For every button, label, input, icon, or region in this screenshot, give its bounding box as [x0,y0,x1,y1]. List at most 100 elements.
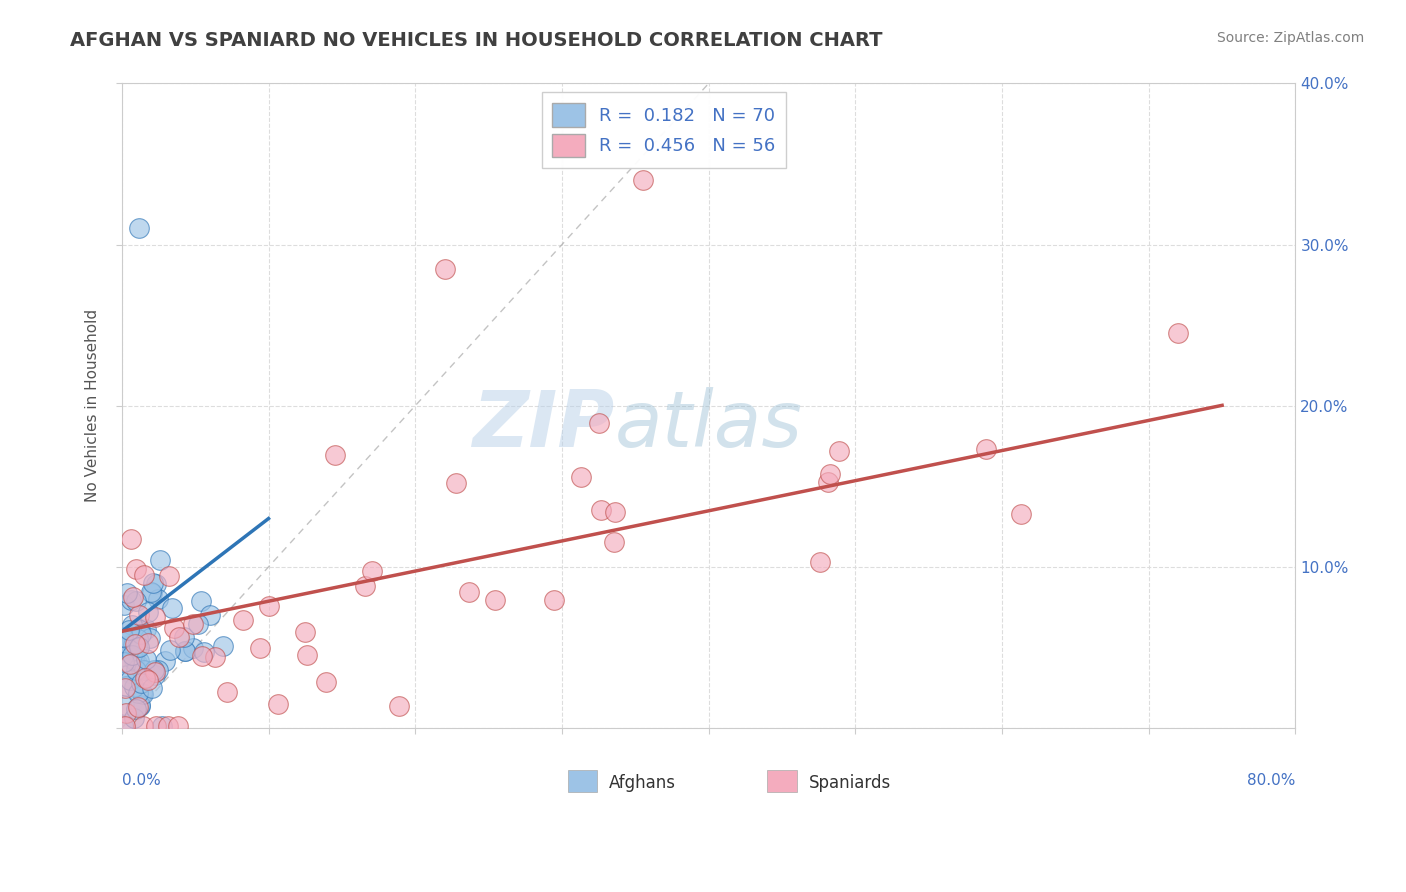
Point [187,616,209,631]
Point [127,699,149,714]
Point [153,654,176,668]
Point [118,638,141,652]
Point [114,679,136,693]
Point [190,594,212,608]
Point [150,719,173,733]
Point [129,698,152,713]
Point [458,584,481,599]
Point [173,630,195,644]
Point [118,623,141,637]
Point [112,631,135,645]
Point [174,643,197,657]
Point [257,599,280,613]
Point [145,577,167,591]
Point [129,698,152,712]
Point [128,221,150,235]
Point [141,681,163,695]
Point [323,448,346,462]
Point [249,640,271,655]
Point [122,711,145,725]
Point [120,593,142,607]
Point [160,601,183,615]
Point [183,617,205,632]
Point [294,624,316,639]
Point [127,686,149,700]
Point [484,592,506,607]
Point [266,697,288,711]
Point [156,719,179,733]
Point [149,553,172,567]
Point [204,650,226,665]
Point [143,665,166,679]
Point [125,701,148,715]
Point [115,706,138,720]
Point [127,624,149,639]
Point [354,579,377,593]
Point [433,261,456,276]
Point [603,505,626,519]
Point [174,644,197,658]
Point [112,655,135,669]
Point [148,592,170,607]
Point [121,648,143,662]
Point [121,618,143,632]
Point [315,674,337,689]
Point [297,648,319,662]
Point [444,475,467,490]
Point [143,610,166,624]
Point [131,676,153,690]
Text: 80.0%: 80.0% [1247,773,1295,789]
Point [120,673,142,687]
Point [114,719,136,733]
Text: 0.0%: 0.0% [122,773,160,789]
Point [181,641,204,656]
Point [115,585,138,599]
Point [817,475,839,489]
FancyBboxPatch shape [568,770,598,792]
Point [125,664,148,678]
Point [191,649,214,664]
Point [589,503,612,517]
Point [125,656,148,670]
Point [131,627,153,641]
Point [588,417,610,431]
Point [128,654,150,668]
Point [112,598,135,612]
Point [808,555,831,569]
Point [167,631,190,645]
Text: AFGHAN VS SPANIARD NO VEHICLES IN HOUSEHOLD CORRELATION CHART: AFGHAN VS SPANIARD NO VEHICLES IN HOUSEH… [70,31,883,50]
Text: Spaniards: Spaniards [808,774,890,792]
Point [117,641,139,656]
Point [134,663,156,677]
Point [388,698,411,713]
Point [128,624,150,638]
Point [125,594,148,608]
Point [132,719,155,733]
Point [1167,326,1189,341]
Point [146,663,169,677]
Text: Source: ZipAtlas.com: Source: ZipAtlas.com [1216,31,1364,45]
Point [215,684,238,698]
Point [125,562,148,576]
Point [120,533,142,547]
Point [143,663,166,677]
Point [631,173,654,187]
Point [138,605,160,619]
Point [974,442,997,457]
Point [124,648,146,662]
Point [828,444,851,458]
Point [131,686,153,700]
Point [122,680,145,694]
Point [122,653,145,667]
Point [360,564,382,578]
Point [135,622,157,636]
Text: Afghans: Afghans [609,774,676,792]
Text: atlas: atlas [614,387,803,463]
Point [145,719,167,733]
Point [128,608,150,623]
Point [125,640,148,654]
Point [132,687,155,701]
Point [112,719,135,733]
Point [569,470,592,484]
Point [211,639,233,653]
